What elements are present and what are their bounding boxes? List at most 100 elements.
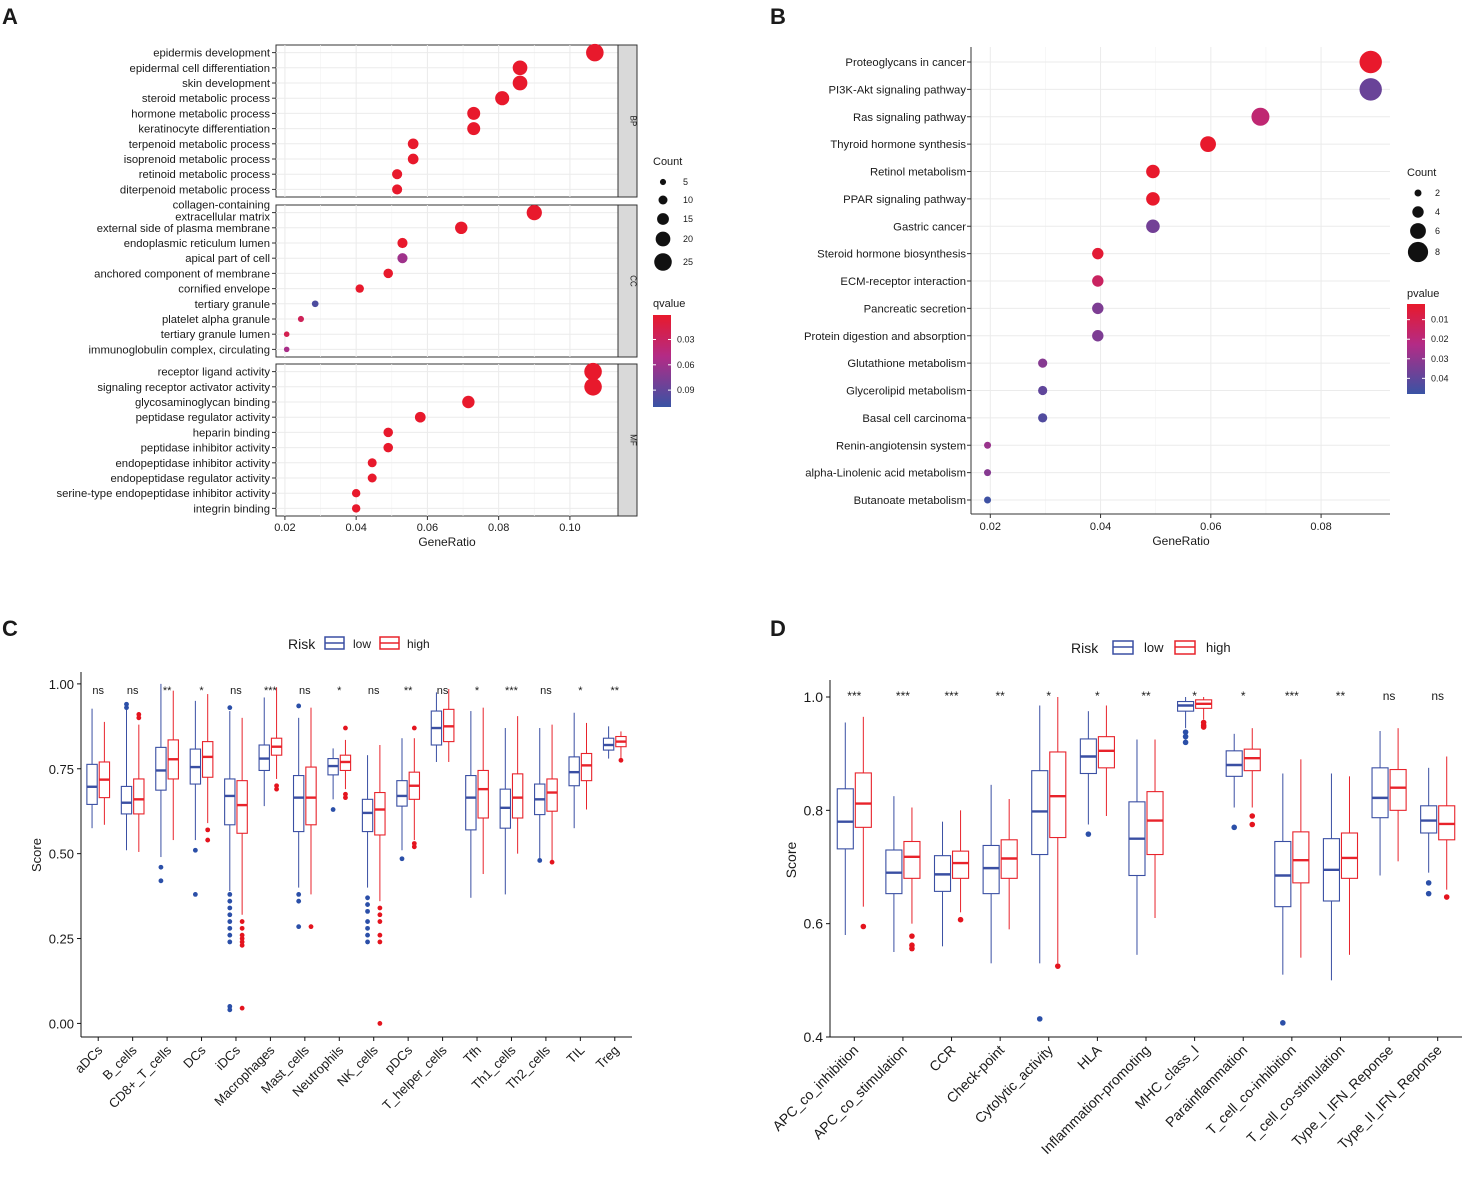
panel-d-outlier-low [1182,733,1189,740]
panel-d-box-low [836,788,854,850]
panel-b-term-label: PI3K-Akt signaling pathway [828,84,966,96]
panel-a-facet-strip-label: CC [629,275,638,287]
panel-c-plot-area: 0.000.250.500.751.00 nsaDCsnsB_cells**CD8… [49,672,632,1113]
panel-c-legend-low-label: low [353,637,371,651]
panel-d-ylabel: Score [783,842,799,879]
panel-a-size-key [659,178,667,186]
panel-d-significance: ** [995,689,1005,703]
panel-c-outlier-low [124,701,129,707]
panel-c-outlier-low [227,932,233,938]
panel-c-outlier-high [377,1021,383,1026]
panel-a-dot [311,300,319,308]
panel-b-size-key-label: 4 [1435,207,1440,217]
panel-c-outlier-high [411,725,417,731]
panel-a-term-label: extracellular matrix [175,212,270,224]
panel-a-xtick-label: 0.10 [559,522,580,534]
panel-b-dot [984,496,992,504]
panel-d-outlier-high [1054,963,1061,969]
panel-d-box-high [903,840,921,879]
panel-d-ytick-label: 1.0 [804,689,824,705]
panel-b-dot [1092,330,1104,342]
panel-a-size-legend-title: Count [653,156,682,168]
panel-d-significance: *** [1285,689,1299,703]
panel-c-ytick-label: 0.00 [49,1016,74,1031]
panel-a-size-key-label: 25 [683,257,693,267]
panel-a-dot [407,138,419,150]
panel-b-plot-area: Proteoglycans in cancer PI3K-Akt signalin… [804,47,1390,533]
panel-a-dot [297,315,305,323]
panel-b-xtick-label: 0.04 [1090,521,1111,533]
panel-a-facet-strip [617,363,638,517]
panel-d-box-low [1371,767,1389,819]
panel-c-outlier-low [227,1004,233,1009]
panel-a-xtick-label: 0.06 [417,522,438,534]
panel-b-dot [1146,192,1160,206]
panel-a-facet-bg-bp [275,44,619,198]
panel-a-dot [355,284,364,293]
panel-c-outlier-low [365,895,370,901]
panel-a-dot [512,60,528,76]
panel-d-outlier-low [1036,1016,1043,1022]
panel-b-size-key [1414,189,1422,197]
panel-c-legend-high-label: high [407,637,430,651]
panel-d-ytick-label: 0.4 [804,1029,824,1045]
panel-c-legend: Risk low high [288,636,430,652]
panel-a-dot [392,184,403,195]
panel-b-xtick-label: 0.02 [980,521,1001,533]
panel-d-xtick-label: Parainflammation [1162,1042,1250,1130]
panel-d-box-low [1225,750,1243,777]
panel-c-outlier-low [296,891,302,897]
panel-a-facet-bg-cc [275,204,619,358]
panel-c-outlier-low [296,703,302,709]
panel-c-box-low [292,775,305,833]
panel-b-term-label: Renin-angiotensin system [836,440,966,452]
panel-b-size-key-label: 8 [1435,247,1440,257]
panel-c-outlier-low [365,908,370,914]
panel-c-significance: * [578,685,583,697]
panel-d-significance: ** [1336,689,1346,703]
panel-c-outlier-low [192,891,198,897]
panel-label-c: C [2,616,18,641]
panel-c-ytick-label: 0.50 [49,847,74,862]
panel-c-outlier-high [205,827,211,833]
panel-b-size-key-label: 2 [1435,188,1440,198]
panel-c-significance: ** [163,685,172,697]
panel-a-dot [462,395,475,409]
panel-a-term-label: anchored component of membrane [94,268,270,280]
panel-d-significance: * [1046,689,1051,703]
panel-a-term-label: skin development [182,78,271,90]
panel-b-colorbar-label: 0.01 [1431,315,1449,325]
panel-d-box-high [1243,748,1261,772]
panel-b-dot [1092,275,1104,287]
panel-c-outlier-high [136,715,142,721]
panel-a-dot [383,427,393,438]
panel-c-outlier-high [239,932,245,938]
panel-a-size-key [658,195,668,205]
panel-c-box-high [580,752,593,782]
panel-b-dot [984,469,992,477]
panel-b-size-legend-keys: 2 4 6 8 [1407,188,1440,263]
panel-b-term-label: PPAR signaling pathway [843,194,966,206]
panel-c-significance: *** [505,685,519,697]
panel-d-box-low [1274,840,1292,908]
panel-a-dot [512,75,528,91]
panel-c-significance: ns [540,685,552,697]
panel-b-colorbar-ticks: 0.01 0.02 0.03 0.04 [1407,315,1449,383]
panel-c-immune-cell-boxplot: Risk low high 0.000.250.500.751.00 nsaDCs… [29,636,632,1113]
panel-a-xlabel: GeneRatio [418,535,476,549]
panel-c-box-low [155,746,167,791]
panel-c-outlier-high [343,725,348,731]
panel-c-ylabel: Score [29,838,44,872]
panel-c-box-low [465,775,477,831]
panel-a-dot [407,153,419,165]
panel-b-dot [1146,164,1160,179]
panel-d-outlier-low [1231,824,1238,831]
panel-a-dot [586,43,604,62]
panel-a-dot [584,378,602,396]
panel-d-outlier-high [957,916,964,923]
panel-b-term-label: Basal cell carcinoma [862,413,966,425]
panel-a-dot [526,204,542,221]
panel-c-xtick-label: TIL [564,1043,588,1067]
panel-a-facet-strip-label: MF [629,434,638,446]
panel-c-outlier-low [365,932,370,938]
